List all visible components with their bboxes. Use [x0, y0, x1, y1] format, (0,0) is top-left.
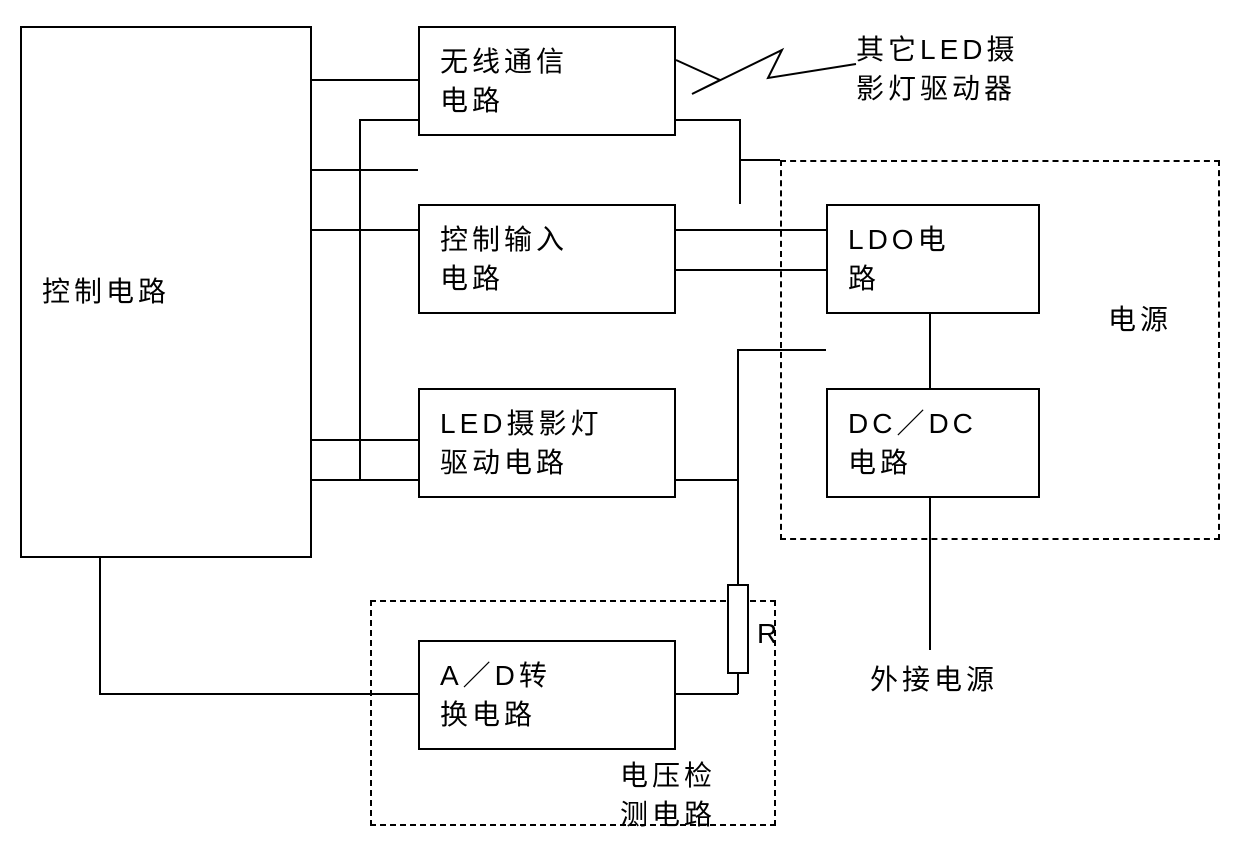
other-led-label: 其它LED摄 影灯驱动器	[856, 30, 1018, 108]
resistor-label: R	[757, 614, 781, 653]
control-circuit-box: 控制电路	[20, 26, 312, 558]
led-driver-box: LED摄影灯 驱动电路	[418, 388, 676, 498]
ad-convert-label: A／D转 换电路	[440, 656, 551, 734]
voltage-detect-label: 电压检 测电路	[620, 756, 716, 834]
ext-power-label: 外接电源	[870, 660, 998, 699]
control-input-label: 控制输入 电路	[440, 220, 568, 298]
diagram-canvas: 控制电路 无线通信 电路 控制输入 电路 LED摄影灯 驱动电路 A／D转 换电…	[0, 0, 1239, 862]
ad-convert-box: A／D转 换电路	[418, 640, 676, 750]
control-input-box: 控制输入 电路	[418, 204, 676, 314]
led-driver-label: LED摄影灯 驱动电路	[440, 404, 602, 482]
ldo-box: LDO电 路	[826, 204, 1040, 314]
dcdc-label: DC／DC 电路	[848, 404, 977, 482]
wireless-comm-label: 无线通信 电路	[440, 42, 568, 120]
resistor-symbol	[727, 584, 749, 674]
wireless-comm-box: 无线通信 电路	[418, 26, 676, 136]
power-label: 电源	[1108, 300, 1172, 339]
ldo-label: LDO电 路	[848, 220, 950, 298]
dcdc-box: DC／DC 电路	[826, 388, 1040, 498]
control-circuit-label: 控制电路	[42, 272, 170, 311]
